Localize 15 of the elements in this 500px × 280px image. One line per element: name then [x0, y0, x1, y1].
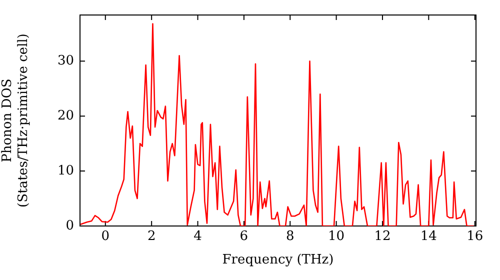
- y-tick-label: 0: [66, 218, 74, 234]
- x-tick-label: 16: [466, 229, 484, 244]
- x-tick-label: 14: [420, 229, 437, 244]
- x-tick-label: 0: [101, 229, 110, 244]
- x-tick-label: 6: [240, 229, 248, 244]
- y-tick-label: 10: [57, 163, 74, 178]
- x-axis-title: Frequency (THz): [222, 252, 334, 268]
- y-axis-title: Phonon DOS (States/THz·primitive cell): [0, 33, 31, 208]
- y-tick-label: 30: [57, 54, 74, 69]
- x-tick-label: 4: [194, 229, 202, 244]
- x-tick-label: 2: [147, 229, 156, 244]
- x-tick-label: 12: [374, 229, 391, 244]
- x-tick-label: 8: [286, 229, 294, 244]
- y-tick-label: 20: [57, 108, 74, 124]
- x-tick-label: 10: [328, 229, 345, 244]
